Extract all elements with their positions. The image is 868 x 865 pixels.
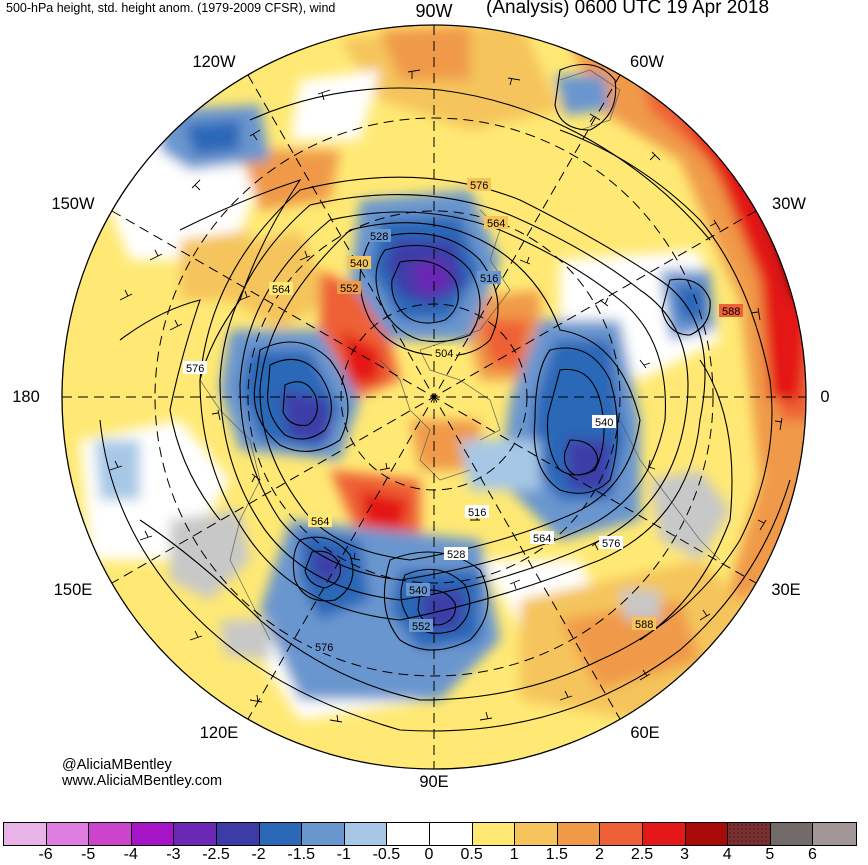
colorbar-box [813,823,856,845]
colorbar-box [131,823,175,845]
contour-label: 540 [350,258,368,270]
colorbar-tick-label: 1 [509,846,519,863]
colorbar-legend: -6 -5 -4 -3 -2.5 -2 -1.5 -1 -0.5 0 0.5 1 1.5 2 2.5 3 4 5 6 [0,822,868,865]
lon-label-0: 0 [820,388,830,406]
colorbar-tick-label: -1.5 [287,846,315,863]
lon-label-60w: 60W [630,53,664,71]
contour-label: 576 [602,538,620,550]
lon-label-30e: 30E [771,581,801,599]
colorbar-boxes [3,822,857,846]
contour-label: 516 [468,507,486,519]
colorbar-box [46,823,90,845]
colorbar-box [770,823,814,845]
colorbar-box [89,823,132,845]
graticule [62,25,806,769]
contour-label: 576 [315,642,333,654]
colorbar-tick-label: 4 [722,846,732,863]
contour-label: 564 [311,516,329,528]
contour-label: 528 [370,231,388,243]
colorbar-tick-label: -3 [166,846,181,863]
lon-label-60e: 60E [630,724,660,742]
colorbar-tick-label: -0.5 [372,846,401,863]
colorbar-box [259,823,303,845]
polar-map: 576 564 528 540 552 516 564 576 504 540 … [61,24,807,770]
anomaly-field [62,25,806,769]
contour-label: 564 [272,284,290,296]
colorbar-tick-label: -2 [251,846,266,863]
colorbar-tick-label: 6 [807,846,817,863]
contour-label: 540 [409,585,427,597]
contour-label: 588 [722,306,740,318]
colorbar-tick-label: 3 [680,846,690,863]
map-title: 500-hPa height, std. height anom. (1979-… [6,1,336,15]
map-boundary [61,24,807,770]
wind-barbs [109,69,783,723]
lon-label-90w: 90W [415,1,453,21]
colorbar-tick-label: 1.5 [545,846,568,863]
lon-label-30w: 30W [772,195,806,213]
colorbar-tick-label: 5 [765,846,775,863]
lon-label-180: 180 [12,388,40,406]
contour-label: 552 [340,283,358,295]
lon-label-150e: 150E [53,581,93,599]
colorbar-box [515,823,558,845]
colorbar-tick-label: 0.5 [460,846,483,863]
colorbar-tick-label: -2.5 [202,846,230,863]
colorbar-tick-label: 0 [424,846,434,863]
colorbar-box [728,823,771,845]
contour-label: 588 [635,619,653,631]
colorbar-tick-label: 2 [594,846,604,863]
contour-label: 540 [595,417,613,429]
contour-label: 504 [435,348,453,360]
lon-label-90e: 90E [419,773,449,791]
colorbar-box [4,823,47,845]
colorbar-tick-label: 2.5 [630,846,654,863]
analysis-time-title: (Analysis) 0600 UTC 19 Apr 2018 [486,0,770,18]
author-handle: @AliciaMBentley [62,757,172,773]
author-website: www.AliciaMBentley.com [62,773,223,789]
contour-label: 552 [412,621,430,633]
colorbar-tick-label: -6 [38,846,53,863]
contour-label: 564 [487,218,505,230]
colorbar-box [174,823,217,845]
colorbar-tick-label: -4 [123,846,138,863]
colorbar-box [387,823,430,845]
contour-label: 564 [533,533,551,545]
colorbar-tick-label: -1 [336,846,351,863]
colorbar-box [642,823,686,845]
contour-label: 528 [447,549,465,561]
colorbar-box [685,823,729,845]
contour-labels: 576 564 528 540 552 516 564 576 504 540 … [183,178,743,654]
colorbar-box [344,823,388,845]
contour-label: 576 [470,180,488,192]
lon-label-150w: 150W [51,195,95,213]
colorbar-box [600,823,643,845]
colorbar-box [557,823,601,845]
colorbar-box [429,823,473,845]
colorbar-box [302,823,345,845]
colorbar-tick-label: -5 [81,846,96,863]
contour-label: 576 [186,363,204,375]
lon-label-120w: 120W [192,53,236,71]
lon-label-120e: 120E [199,724,239,742]
contour-label: 516 [480,273,498,285]
colorbar-box [472,823,516,845]
colorbar-box [216,823,260,845]
